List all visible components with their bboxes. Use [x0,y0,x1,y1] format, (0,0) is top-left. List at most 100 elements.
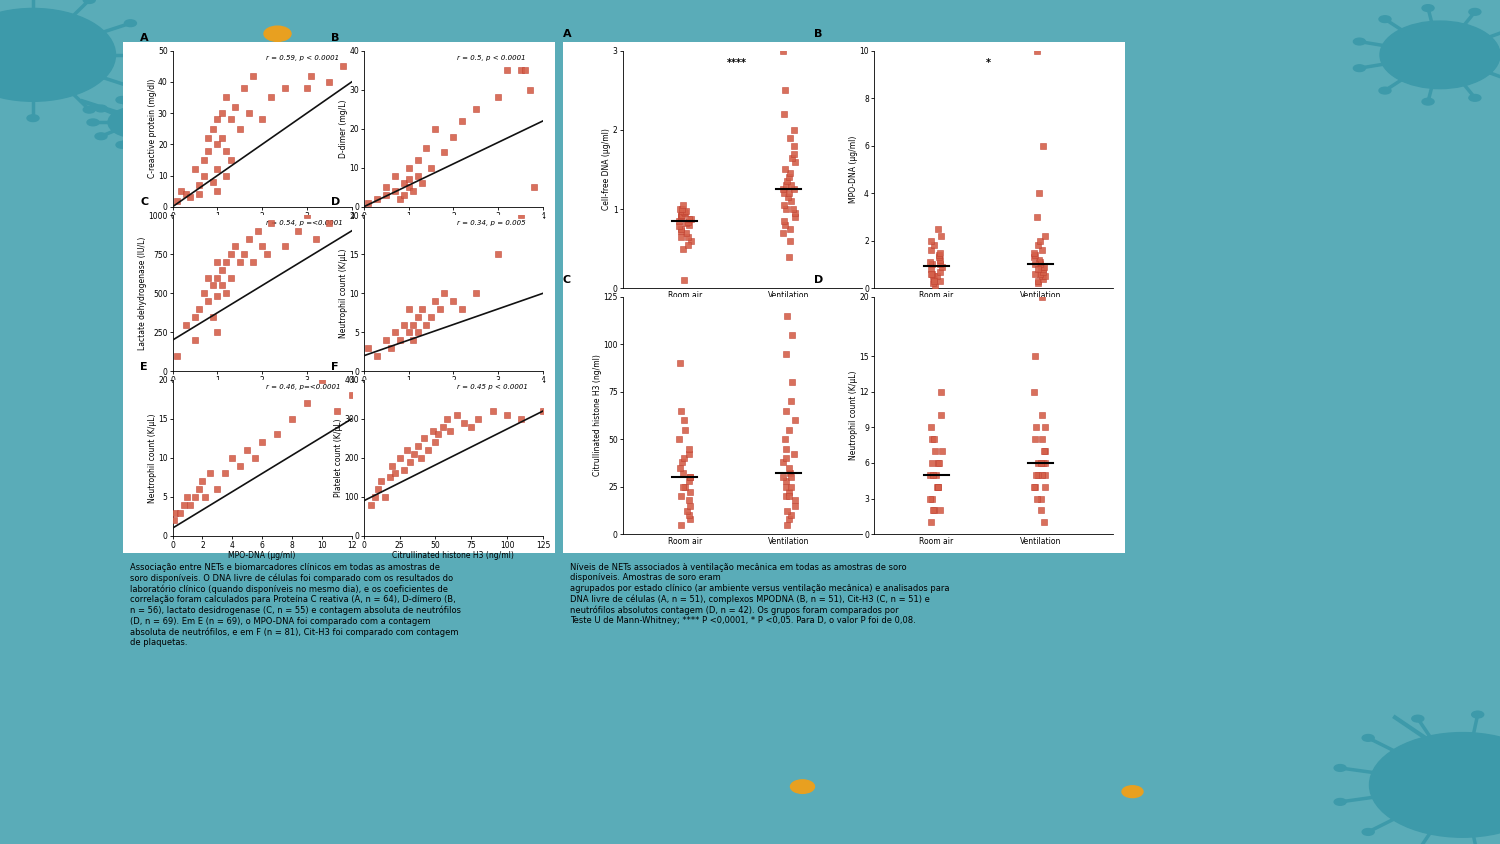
Point [400,333,424,347]
Point [228,256,252,269]
Point [304,232,328,246]
Point [446,408,470,422]
Point [678,485,702,499]
Point [366,482,390,495]
Point [920,516,944,529]
Point [777,512,801,526]
Point [670,208,694,221]
Point [921,468,945,482]
Point [676,230,700,244]
Point [356,196,380,209]
Point [273,81,297,95]
Point [219,112,243,126]
Point [776,191,800,204]
Point [459,420,483,434]
Point [771,44,795,57]
Point [196,132,220,145]
Point [513,63,537,77]
Point [674,423,698,436]
Point [165,194,189,208]
Point [921,504,945,517]
Point [927,246,951,259]
Point [780,508,804,522]
Point [1029,260,1053,273]
Point [441,295,465,308]
Point [236,443,260,457]
Point [214,287,238,300]
Y-axis label: Neutrophil count (K/μL): Neutrophil count (K/μL) [339,248,348,338]
Point [1029,457,1053,470]
Point [678,512,702,526]
Point [672,273,696,287]
Text: r = 0.5, p < 0.0001: r = 0.5, p < 0.0001 [458,56,525,62]
Point [678,470,702,484]
Point [777,250,801,263]
Point [774,175,798,188]
Point [228,459,252,473]
Point [410,302,434,316]
Point [224,240,248,253]
Point [927,480,951,494]
Point [1032,516,1056,529]
Point [774,480,798,494]
Point [206,185,230,198]
Point [318,75,342,89]
Point [219,247,243,261]
Point [780,328,804,342]
Point [356,341,380,354]
Point [1029,408,1053,422]
Point [398,455,422,468]
Point [414,317,438,331]
Y-axis label: Neutrophil count (K/μL): Neutrophil count (K/μL) [849,371,858,460]
Point [1030,269,1054,283]
Point [778,194,802,208]
Point [1029,256,1053,269]
Point [676,238,700,252]
Point [450,114,474,127]
Point [1026,262,1050,276]
Point [296,208,320,222]
Point [930,444,954,457]
Point [255,247,279,261]
Point [920,432,944,446]
Point [201,122,225,135]
Point [213,467,237,480]
Point [332,60,356,73]
Point [676,447,700,461]
Point [286,224,310,238]
Point [452,416,476,430]
Text: D: D [815,275,824,284]
Point [387,333,411,347]
Text: ****: **** [728,57,747,68]
Point [1024,468,1048,482]
Point [926,480,950,494]
Point [674,217,698,230]
Point [495,408,519,422]
Point [1030,468,1054,482]
Point [928,265,952,279]
Point [778,470,802,484]
Point [669,404,693,418]
Point [232,247,256,261]
Point [1024,210,1048,224]
Point [273,240,297,253]
Point [242,69,266,83]
Point [1028,253,1051,267]
Point [921,277,945,290]
Point [178,498,203,511]
Text: A: A [562,29,572,39]
Point [206,271,230,284]
Point [318,216,342,230]
Point [674,206,698,219]
Point [930,260,954,273]
Point [228,122,252,135]
Y-axis label: Platelet count (K/μL): Platelet count (K/μL) [334,419,344,497]
Point [405,326,429,339]
Point [1034,230,1058,243]
Point [928,230,952,243]
Point [183,333,207,347]
Point [1028,187,1051,200]
Point [680,213,703,226]
Point [220,451,245,464]
Point [1023,349,1047,363]
